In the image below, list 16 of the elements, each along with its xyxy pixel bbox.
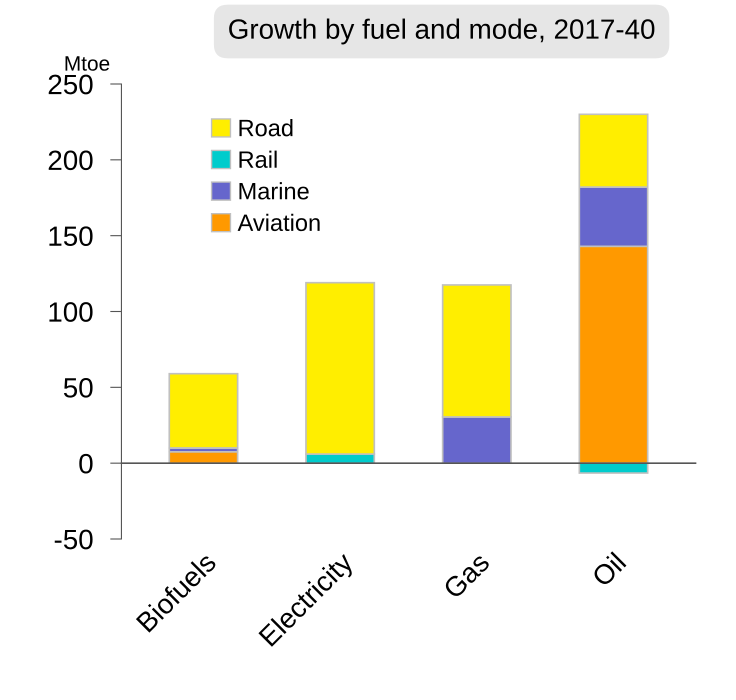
y-tick-label: 200: [48, 150, 93, 170]
y-axis-title: Mtoe: [66, 56, 110, 71]
y-tick-label: 50: [64, 378, 93, 398]
legend-label: Aviation: [238, 214, 320, 232]
bar: [168, 372, 238, 449]
y-tick-label: -50: [54, 530, 93, 550]
y-tick-label: 100: [49, 302, 93, 322]
chart-title: Growth by fuel and mode, 2017-40: [229, 18, 654, 44]
legend-label: Road: [239, 119, 292, 136]
legend-label: Rail: [239, 150, 277, 168]
legend-label: Marine: [239, 182, 309, 200]
x-tick-label: Oil: [590, 551, 627, 588]
y-tick-label: 0: [79, 454, 93, 474]
x-tick-label: Gas: [442, 551, 491, 600]
y-tick-label: 250: [48, 74, 93, 94]
y-tick-label: 150: [49, 226, 93, 246]
